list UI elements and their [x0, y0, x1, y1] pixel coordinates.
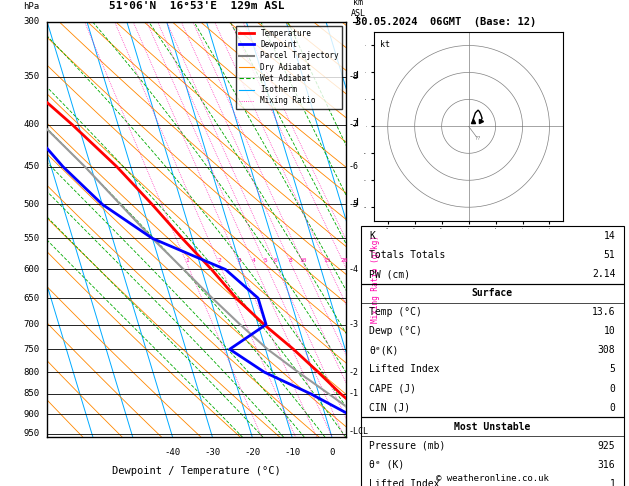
Legend: Temperature, Dewpoint, Parcel Trajectory, Dry Adiabat, Wet Adiabat, Isotherm, Mi: Temperature, Dewpoint, Parcel Trajectory… — [236, 26, 342, 108]
Text: 1: 1 — [610, 479, 615, 486]
Text: 900: 900 — [23, 410, 40, 419]
Text: 950: 950 — [23, 429, 40, 438]
Text: 51°06'N  16°53'E  129m ASL: 51°06'N 16°53'E 129m ASL — [109, 1, 284, 12]
Text: 316: 316 — [598, 460, 615, 470]
Text: Dewpoint / Temperature (°C): Dewpoint / Temperature (°C) — [112, 467, 281, 476]
Text: -2: -2 — [349, 368, 359, 377]
Text: 308: 308 — [598, 346, 615, 355]
Bar — [361, 226, 623, 284]
Text: -3: -3 — [349, 320, 359, 329]
Text: -20: -20 — [244, 448, 260, 457]
Text: 800: 800 — [23, 368, 40, 377]
Text: 5: 5 — [610, 364, 615, 374]
Text: 30.05.2024  06GMT  (Base: 12): 30.05.2024 06GMT (Base: 12) — [355, 17, 537, 27]
Text: 550: 550 — [23, 234, 40, 243]
Text: 0: 0 — [610, 383, 615, 394]
Text: 4: 4 — [252, 259, 255, 263]
Text: θᵉ (K): θᵉ (K) — [369, 460, 404, 470]
Text: -4: -4 — [349, 265, 359, 274]
Text: Totals Totals: Totals Totals — [369, 250, 445, 260]
Text: 13.6: 13.6 — [592, 307, 615, 317]
Text: 0: 0 — [330, 448, 335, 457]
Text: 10: 10 — [604, 326, 615, 336]
Text: 600: 600 — [23, 265, 40, 274]
Text: 8: 8 — [289, 259, 292, 263]
Text: -LCL: -LCL — [349, 427, 369, 436]
Text: 1: 1 — [185, 259, 189, 263]
Text: 51: 51 — [604, 250, 615, 260]
Text: 3: 3 — [237, 259, 241, 263]
Text: Pressure (mb): Pressure (mb) — [369, 441, 445, 451]
Text: 14: 14 — [604, 231, 615, 241]
Text: 850: 850 — [23, 389, 40, 399]
Text: Dewp (°C): Dewp (°C) — [369, 326, 422, 336]
Text: 350: 350 — [23, 72, 40, 82]
Text: 700: 700 — [23, 320, 40, 329]
Text: -5: -5 — [349, 200, 359, 209]
Text: Surface: Surface — [472, 288, 513, 298]
Text: 15: 15 — [323, 259, 330, 263]
Text: 6: 6 — [273, 259, 277, 263]
Text: Temp (°C): Temp (°C) — [369, 307, 422, 317]
Text: 0: 0 — [610, 402, 615, 413]
Text: 750: 750 — [23, 345, 40, 354]
Text: 20: 20 — [340, 259, 348, 263]
Text: hPa: hPa — [23, 2, 40, 12]
Text: -10: -10 — [284, 448, 300, 457]
Text: Mixing Ratio (g/kg): Mixing Ratio (g/kg) — [371, 236, 381, 324]
Text: -1: -1 — [349, 389, 359, 399]
Bar — [361, 417, 623, 486]
Text: 925: 925 — [598, 441, 615, 451]
Text: ??: ?? — [475, 136, 481, 141]
Text: PW (cm): PW (cm) — [369, 269, 410, 279]
Text: -6: -6 — [349, 162, 359, 171]
Text: 450: 450 — [23, 162, 40, 171]
Text: © weatheronline.co.uk: © weatheronline.co.uk — [436, 474, 548, 484]
Text: Lifted Index: Lifted Index — [369, 364, 440, 374]
Text: CAPE (J): CAPE (J) — [369, 383, 416, 394]
Text: -7: -7 — [349, 120, 359, 129]
Text: 2: 2 — [217, 259, 221, 263]
Text: 500: 500 — [23, 200, 40, 209]
Text: 300: 300 — [23, 17, 40, 26]
Bar — [361, 284, 623, 417]
Text: 5: 5 — [264, 259, 267, 263]
Text: 10: 10 — [299, 259, 307, 263]
Text: -40: -40 — [165, 448, 181, 457]
Text: θᵉ(K): θᵉ(K) — [369, 346, 398, 355]
Text: -30: -30 — [204, 448, 221, 457]
Text: K: K — [369, 231, 375, 241]
Text: 2.14: 2.14 — [592, 269, 615, 279]
Text: Lifted Index: Lifted Index — [369, 479, 440, 486]
Text: km
ASL: km ASL — [350, 0, 365, 17]
Text: -8: -8 — [349, 72, 359, 82]
Text: Most Unstable: Most Unstable — [454, 422, 530, 432]
Text: kt: kt — [380, 40, 389, 49]
Text: CIN (J): CIN (J) — [369, 402, 410, 413]
Text: 650: 650 — [23, 294, 40, 303]
Text: 400: 400 — [23, 120, 40, 129]
